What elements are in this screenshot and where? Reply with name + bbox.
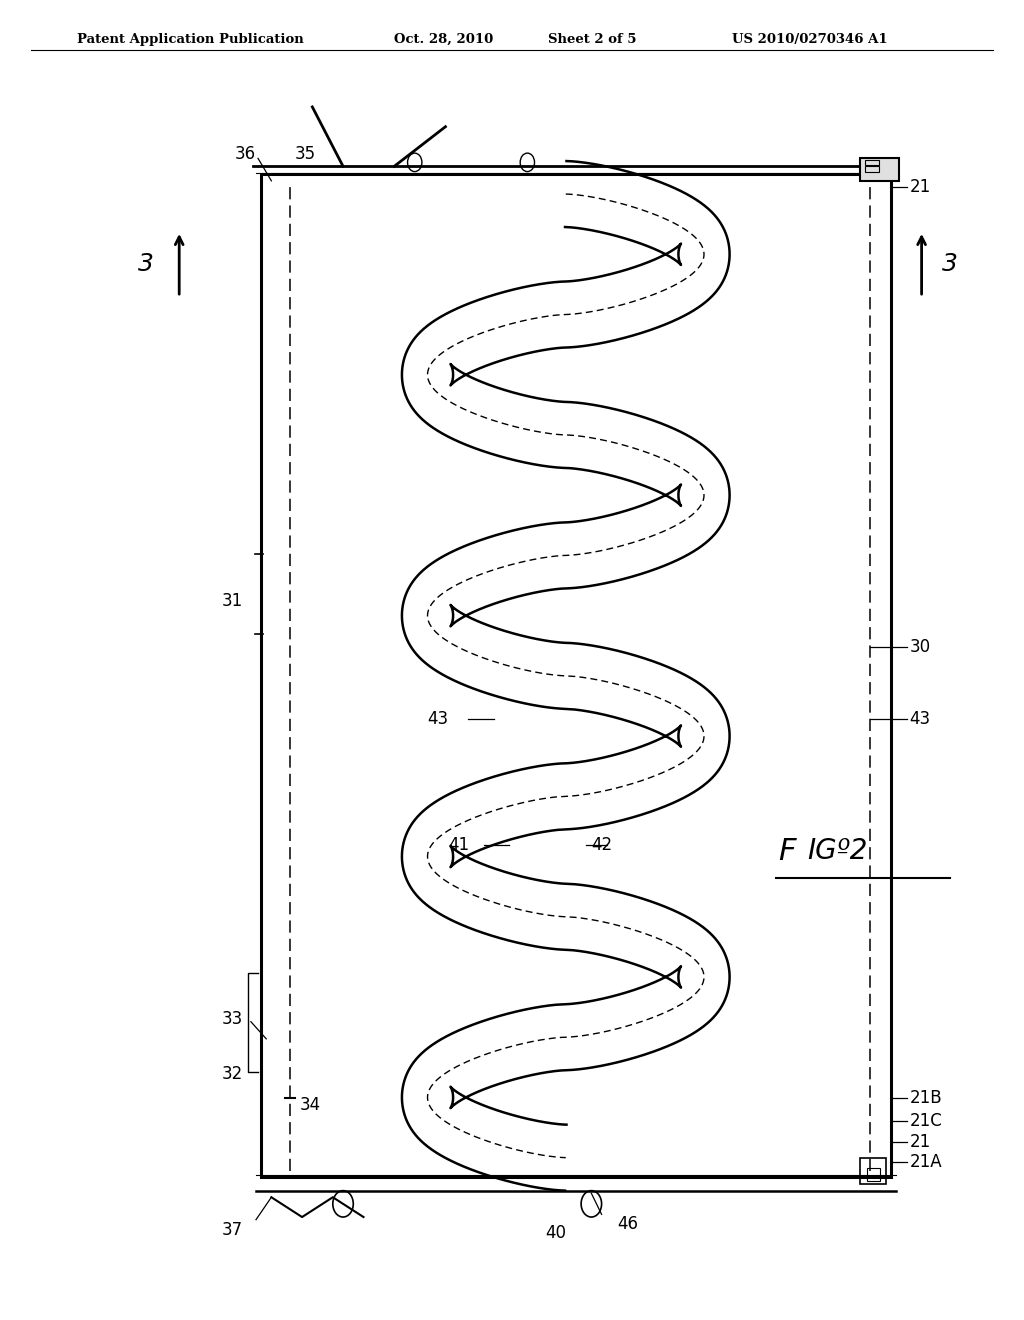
Text: 21: 21 [909,1133,931,1151]
Text: 43: 43 [428,710,449,729]
Bar [261,174,891,1177]
Text: 32: 32 [221,1065,243,1084]
Text: 30: 30 [909,638,931,656]
Text: 36: 36 [234,145,256,164]
Text: Patent Application Publication: Patent Application Publication [77,33,303,46]
Text: 3: 3 [942,252,958,276]
Bar [865,160,879,165]
Text: 37: 37 [221,1221,243,1239]
Text: 33: 33 [221,1010,243,1028]
Text: Oct. 28, 2010: Oct. 28, 2010 [394,33,494,46]
Text: 21C: 21C [909,1111,942,1130]
Text: 21: 21 [909,178,931,197]
Text: 21A: 21A [909,1152,942,1171]
Text: 46: 46 [616,1214,638,1233]
Bar [865,166,879,172]
Bar [860,158,899,181]
Bar [867,1168,880,1181]
Text: 34: 34 [300,1096,322,1114]
Text: 43: 43 [909,710,931,729]
Text: 21B: 21B [909,1089,942,1107]
Text: 35: 35 [295,145,316,164]
Text: Sheet 2 of 5: Sheet 2 of 5 [548,33,636,46]
Text: US 2010/0270346 A1: US 2010/0270346 A1 [732,33,888,46]
Text: 42: 42 [592,836,612,854]
Bar [860,1158,886,1184]
Text: IGº2: IGº2 [807,837,867,866]
Text: 3: 3 [137,252,154,276]
Text: 41: 41 [449,836,469,854]
Text: 40: 40 [545,1224,566,1242]
Text: F: F [778,837,796,866]
Text: 31: 31 [221,591,243,610]
